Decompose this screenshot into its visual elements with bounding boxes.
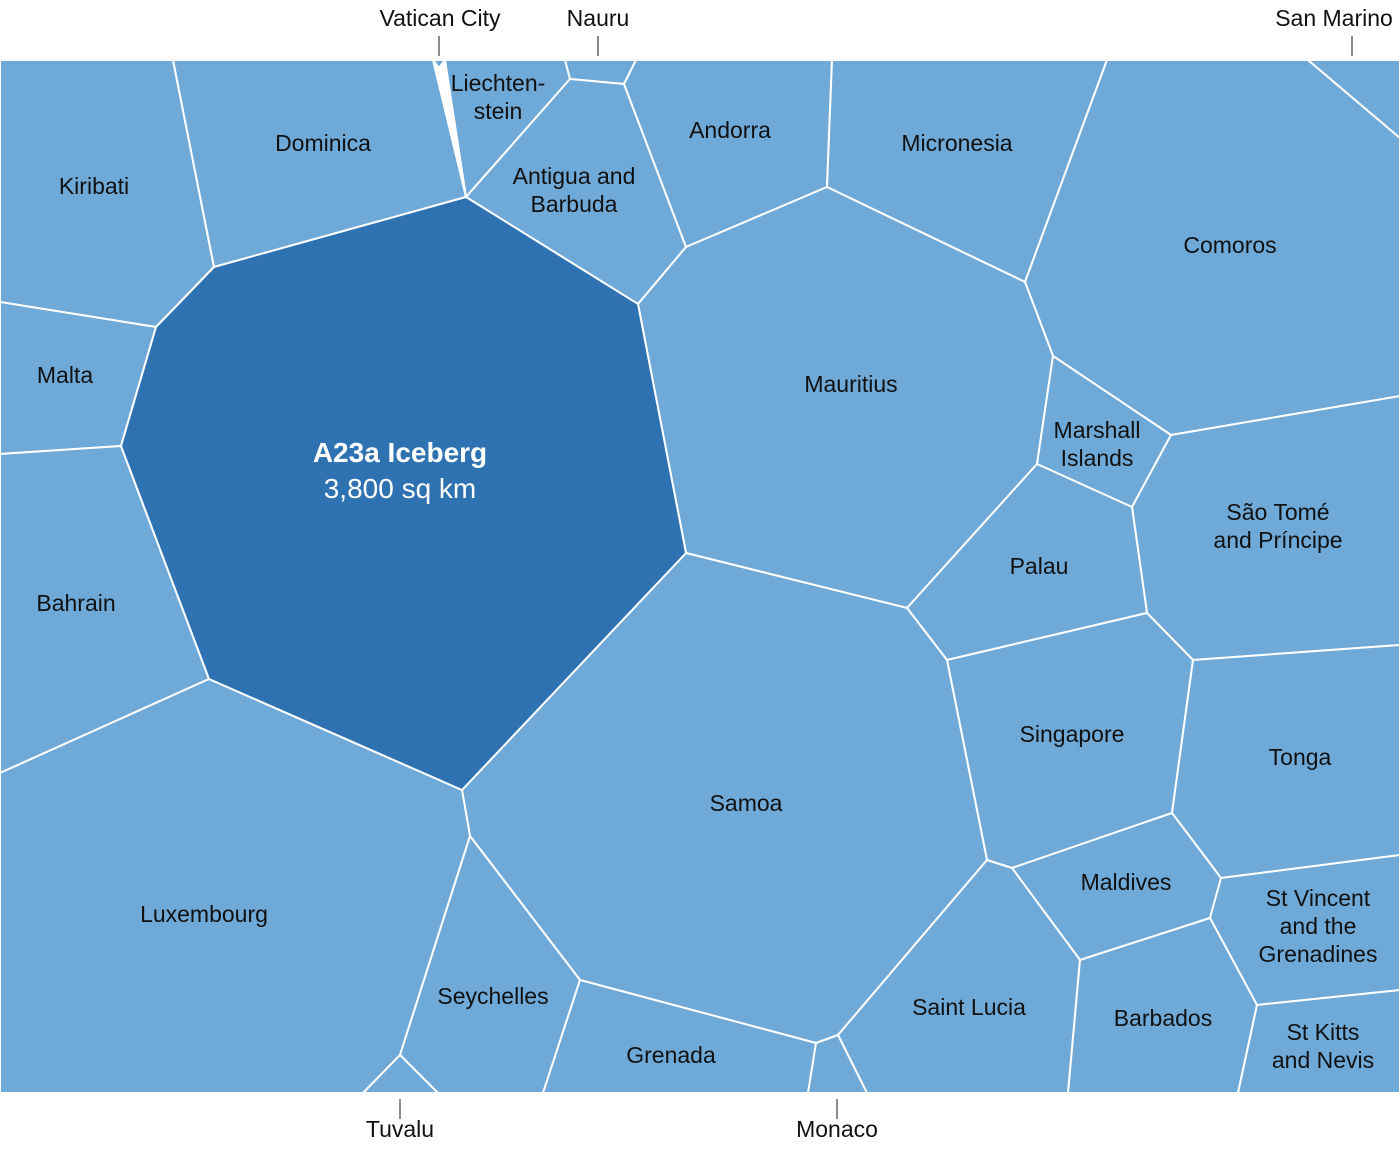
sao-tome-and-principe-label-line: and Príncipe	[1213, 527, 1342, 553]
tuvalu-external-label: Tuvalu	[366, 1116, 434, 1142]
iceberg-label: A23a Iceberg 3,800 sq km	[313, 437, 487, 504]
dominica-label: Dominica	[275, 130, 371, 156]
marshall-islands-label: Marshall Islands	[1054, 417, 1141, 471]
liechtenstein-label: Liechten-stein	[451, 70, 546, 124]
malta-label: Malta	[37, 362, 93, 388]
marshall-islands-label-line: Islands	[1061, 445, 1134, 471]
st-kitts-and-nevis-label: St Kitts and Nevis	[1272, 1019, 1374, 1073]
grenada-label-line: Grenada	[626, 1042, 716, 1068]
barbados-label-line: Barbados	[1114, 1005, 1212, 1031]
st-kitts-and-nevis-region	[1237, 989, 1400, 1094]
palau-label: Palau	[1010, 553, 1069, 579]
bahrain-label: Bahrain	[36, 590, 115, 616]
saint-lucia-label: Saint Lucia	[912, 994, 1026, 1020]
liechtenstein-label-line: stein	[474, 98, 523, 124]
micronesia-label-line: Micronesia	[901, 130, 1012, 156]
mauritius-label-line: Mauritius	[804, 371, 897, 397]
singapore-label: Singapore	[1020, 721, 1125, 747]
san-marino-region	[1307, 59, 1400, 139]
singapore-label-line: Singapore	[1020, 721, 1125, 747]
seychelles-label-line: Seychelles	[437, 983, 548, 1009]
marshall-islands-label-line: Marshall	[1054, 417, 1141, 443]
antigua-and-barbuda-label-line: Antigua and	[513, 163, 636, 189]
iceberg-area: 3,800 sq km	[324, 473, 477, 504]
tonga-label-line: Tonga	[1269, 744, 1332, 770]
kiribati-label-line: Kiribati	[59, 173, 129, 199]
vatican-city-external-label: Vatican City	[379, 5, 501, 31]
monaco-external-label: Monaco	[796, 1116, 878, 1142]
dominica-label-line: Dominica	[275, 130, 371, 156]
antigua-and-barbuda-label-line: Barbuda	[531, 191, 618, 217]
san-marino-external-label: San Marino	[1275, 5, 1393, 31]
st-kitts-and-nevis-label-line: and Nevis	[1272, 1047, 1374, 1073]
luxembourg-label-line: Luxembourg	[140, 901, 268, 927]
malta-label-line: Malta	[37, 362, 93, 388]
leader-lines	[399, 36, 1353, 1119]
palau-label-line: Palau	[1010, 553, 1069, 579]
saint-lucia-label-line: Saint Lucia	[912, 994, 1026, 1020]
sao-tome-and-principe-label-line: São Tomé	[1226, 499, 1329, 525]
grenada-label: Grenada	[626, 1042, 716, 1068]
comoros-label: Comoros	[1183, 232, 1276, 258]
seychelles-region	[399, 835, 581, 1094]
samoa-label: Samoa	[710, 790, 783, 816]
voronoi-cells	[0, 59, 1400, 1094]
samoa-label-line: Samoa	[710, 790, 783, 816]
monaco-region	[807, 1034, 868, 1094]
vatican-region	[432, 59, 446, 69]
region-labels: Kiribati Dominica Liechten-stein Antigua an…	[36, 5, 1392, 1142]
tuvalu-region	[362, 1054, 439, 1094]
andorra-label: Andorra	[689, 117, 771, 143]
barbados-label: Barbados	[1114, 1005, 1212, 1031]
maldives-label-line: Maldives	[1081, 869, 1172, 895]
iceberg-name: A23a Iceberg	[313, 437, 487, 468]
luxembourg-label: Luxembourg	[140, 901, 268, 927]
st-vincent-and-the-grenadines-label-line: and the	[1280, 913, 1357, 939]
bahrain-label-line: Bahrain	[36, 590, 115, 616]
sao-tome-and-principe-label: São Tomé and Príncipe	[1213, 499, 1342, 553]
antigua-and-barbuda-label: Antigua and Barbuda	[513, 163, 636, 217]
micronesia-label: Micronesia	[901, 130, 1012, 156]
nauru-external-label: Nauru	[567, 5, 630, 31]
mauritius-label: Mauritius	[804, 371, 897, 397]
st-vincent-and-the-grenadines-label-line: St Vincent	[1266, 885, 1371, 911]
maldives-label: Maldives	[1081, 869, 1172, 895]
kiribati-label: Kiribati	[59, 173, 129, 199]
iceberg-region	[120, 196, 687, 791]
st-vincent-and-the-grenadines-label: St Vincent and the Grenadines	[1259, 885, 1378, 967]
liechtenstein-label-line: Liechten-	[451, 70, 546, 96]
comoros-label-line: Comoros	[1183, 232, 1276, 258]
tonga-label: Tonga	[1269, 744, 1332, 770]
st-vincent-and-the-grenadines-label-line: Grenadines	[1259, 941, 1378, 967]
st-kitts-and-nevis-label-line: St Kitts	[1287, 1019, 1360, 1045]
seychelles-label: Seychelles	[437, 983, 548, 1009]
andorra-label-line: Andorra	[689, 117, 771, 143]
